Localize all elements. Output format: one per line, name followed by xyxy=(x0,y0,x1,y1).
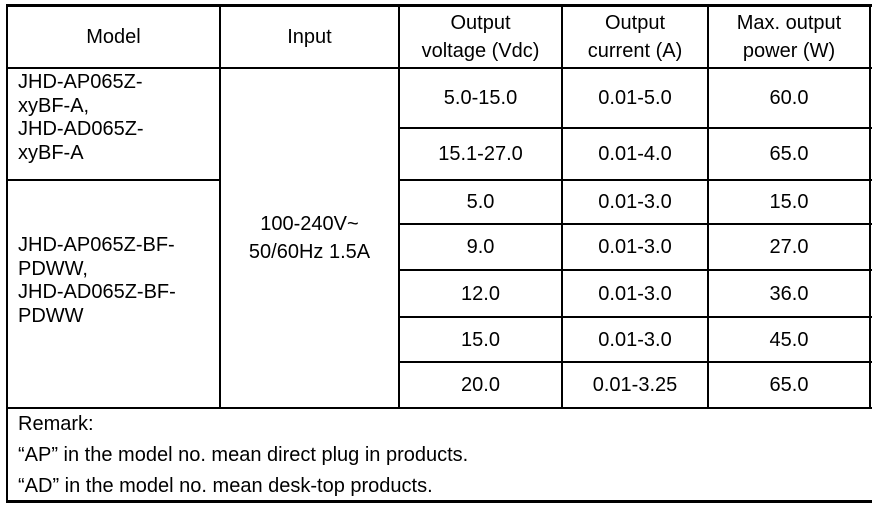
model-line: PDWW, xyxy=(18,257,88,280)
voltage-cell: 5.0-15.0 xyxy=(443,87,518,109)
border xyxy=(561,4,563,409)
power-cell: 65.0 xyxy=(769,374,809,396)
border xyxy=(399,361,872,363)
model-cell: JHD-AP065Z-BF- PDWW, JHD-AD065Z-BF- PDWW xyxy=(18,234,176,328)
current-cell: 0.01-3.0 xyxy=(598,282,672,305)
remark-line: “AD” in the model no. mean desk-top prod… xyxy=(18,475,433,497)
border xyxy=(398,4,400,409)
model-line: JHD-AP065Z- xyxy=(18,71,143,93)
power-cell: 15.0 xyxy=(769,191,809,213)
power-cell: 36.0 xyxy=(769,282,809,305)
input-cell: 100-240V~ 50/60Hz 1.5A xyxy=(221,69,398,407)
header-model: Model xyxy=(86,25,141,48)
border xyxy=(6,500,872,503)
power-cell: 27.0 xyxy=(769,236,809,258)
power-cell: 60.0 xyxy=(769,87,809,109)
input-line: 50/60Hz 1.5A xyxy=(248,241,371,263)
header-text: Output xyxy=(604,11,666,34)
border xyxy=(6,407,872,409)
model-line: PDWW xyxy=(18,304,84,327)
border xyxy=(6,179,220,181)
border xyxy=(399,316,872,318)
header-text: voltage (Vdc) xyxy=(421,39,540,62)
border xyxy=(707,4,709,409)
border xyxy=(6,4,872,7)
header-text: Max. output xyxy=(736,11,842,34)
border xyxy=(869,4,871,409)
current-cell: 0.01-3.0 xyxy=(598,191,672,213)
model-line: JHD-AD065Z-BF- xyxy=(18,281,176,303)
current-cell: 0.01-3.25 xyxy=(592,374,678,396)
header-output-current: Output current (A) xyxy=(563,6,707,67)
remark: Remark: “AP” in the model no. mean direc… xyxy=(18,409,468,502)
header-output-voltage: Output voltage (Vdc) xyxy=(400,6,561,67)
border xyxy=(219,4,221,409)
border xyxy=(399,269,872,271)
header-max-power: Max. output power (W) xyxy=(709,6,869,67)
header-text: Output xyxy=(450,11,511,34)
border xyxy=(6,67,872,69)
model-line: JHD-AP065Z-BF- xyxy=(18,234,175,256)
voltage-cell: 20.0 xyxy=(461,374,500,396)
model-line: xyBF-A, xyxy=(18,94,90,117)
border xyxy=(399,127,872,129)
header-input: Input xyxy=(287,25,332,48)
current-cell: 0.01-4.0 xyxy=(598,143,672,165)
border xyxy=(6,4,8,503)
voltage-cell: 15.0 xyxy=(461,328,500,351)
current-cell: 0.01-3.0 xyxy=(598,328,672,351)
voltage-cell: 5.0 xyxy=(466,191,495,213)
remark-line: “AP” in the model no. mean direct plug i… xyxy=(18,444,469,466)
power-cell: 65.0 xyxy=(769,143,809,165)
header-text: power (W) xyxy=(742,39,836,62)
border xyxy=(399,179,872,181)
current-cell: 0.01-5.0 xyxy=(598,87,672,109)
power-cell: 45.0 xyxy=(769,328,809,351)
voltage-cell: 9.0 xyxy=(466,236,495,258)
model-line: JHD-AD065Z- xyxy=(18,118,144,140)
input-line: 100-240V~ xyxy=(260,213,359,235)
current-cell: 0.01-3.0 xyxy=(598,236,672,258)
voltage-cell: 15.1-27.0 xyxy=(438,143,523,165)
model-cell: JHD-AP065Z- xyBF-A, JHD-AD065Z- xyBF-A xyxy=(18,71,144,165)
header-text: current (A) xyxy=(587,39,683,62)
remark-title: Remark: xyxy=(18,413,94,435)
voltage-cell: 12.0 xyxy=(461,282,500,305)
model-line: xyBF-A xyxy=(18,141,84,164)
border xyxy=(399,223,872,225)
